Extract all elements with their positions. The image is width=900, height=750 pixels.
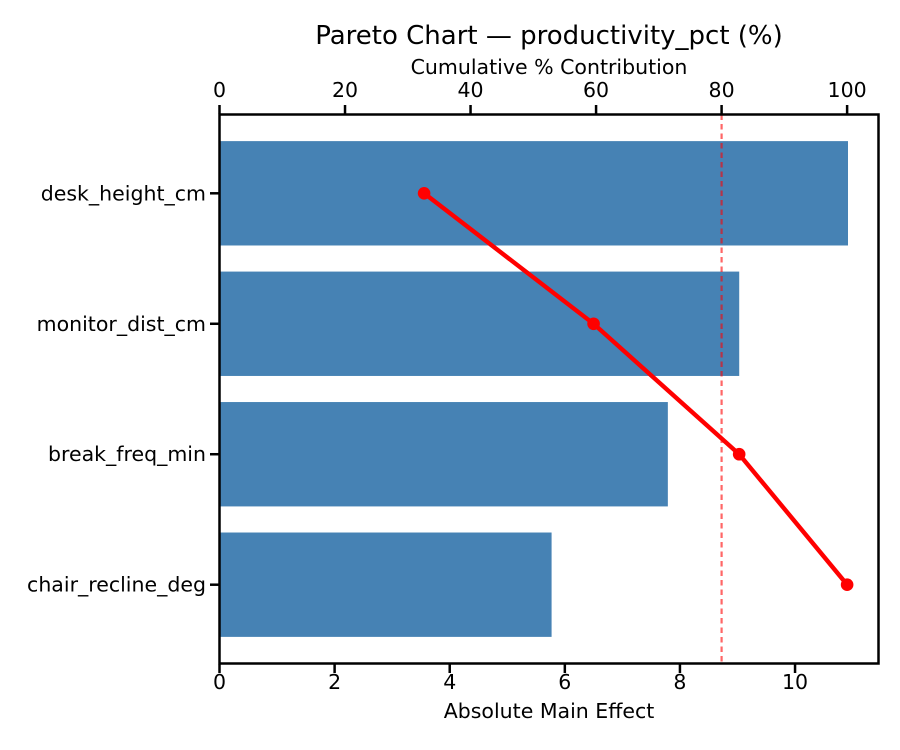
top-axis-label: Cumulative % Contribution	[410, 55, 688, 79]
bottom-tick-label: 2	[328, 670, 341, 694]
chart-title: Pareto Chart — productivity_pct (%)	[315, 21, 783, 51]
bottom-tick-label: 0	[213, 670, 226, 694]
cumulative-point-chair_recline_deg	[840, 578, 854, 591]
bottom-tick-label: 8	[673, 670, 686, 694]
category-label-monitor_dist_cm: monitor_dist_cm	[37, 312, 206, 337]
category-label-desk_height_cm: desk_height_cm	[41, 181, 206, 206]
bottom-tick-label: 10	[782, 670, 808, 694]
bar-break_freq_min	[219, 402, 668, 507]
bar-chair_recline_deg	[219, 532, 552, 637]
bar-monitor_dist_cm	[219, 271, 740, 376]
category-label-chair_recline_deg: chair_recline_deg	[27, 573, 206, 598]
bottom-tick-label: 4	[443, 670, 456, 694]
category-label-break_freq_min: break_freq_min	[48, 442, 206, 467]
axes-spines	[218, 113, 880, 665]
cumulative-point-monitor_dist_cm	[587, 317, 600, 331]
top-tick-label: 80	[709, 78, 735, 102]
top-tick-label: 100	[828, 78, 867, 102]
top-tick-label: 20	[332, 78, 358, 102]
cumulative-point-desk_height_cm	[417, 187, 431, 200]
cumulative-line	[421, 191, 850, 587]
bottom-tick-label: 6	[558, 670, 571, 694]
top-tick-label: 40	[458, 78, 484, 102]
bottom-axis-label: Absolute Main Effect	[443, 699, 655, 723]
bar-desk_height_cm	[219, 141, 848, 246]
top-tick-label: 0	[213, 78, 226, 102]
top-tick-label: 60	[583, 78, 609, 102]
cumulative-point-break_freq_min	[732, 447, 746, 461]
